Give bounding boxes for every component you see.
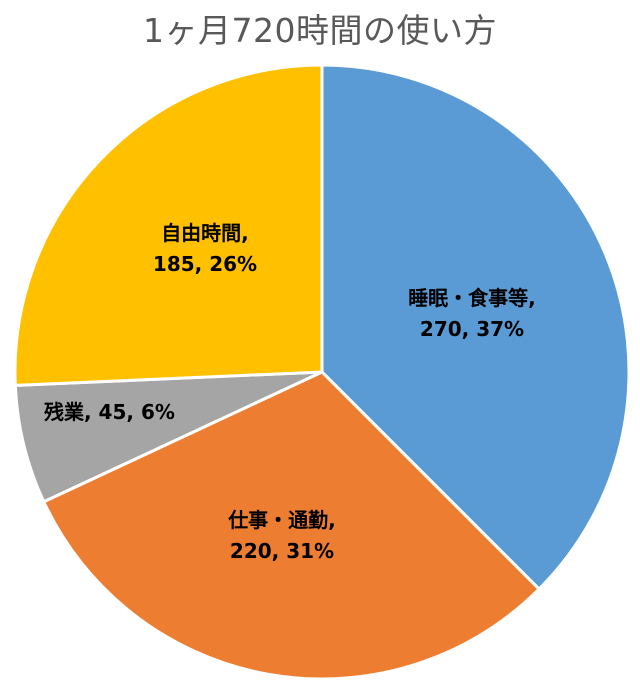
pie-slice-4 (13, 63, 324, 387)
pie-slice-3 (13, 370, 323, 504)
slice-label-1-line1: 睡眠・食事等, (408, 286, 536, 310)
slice-label-2-line2: 220, 31% (230, 539, 334, 563)
pie-slice-1 (320, 63, 631, 592)
chart-title: 1ヶ月720時間の使い方 (143, 11, 497, 50)
slice-label-4-line2: 185, 26% (153, 252, 257, 276)
slice-label-4-line1: 自由時間, (161, 221, 249, 245)
pie-slice-2 (41, 370, 542, 681)
slice-label-3-line1: 残業, 45, 6% (44, 400, 175, 424)
slice-label-2-line1: 仕事・通勤, (227, 508, 336, 532)
slice-label-1-line2: 270, 37% (420, 317, 524, 341)
